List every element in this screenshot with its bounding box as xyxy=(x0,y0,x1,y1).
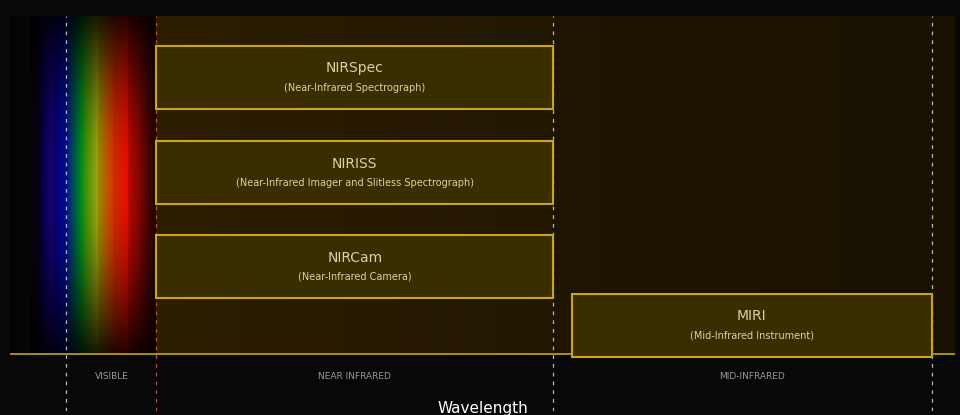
Text: VISIBLE: VISIBLE xyxy=(95,372,129,381)
Bar xyxy=(156,142,553,205)
Bar xyxy=(572,294,931,357)
Text: NIRSpec: NIRSpec xyxy=(325,61,384,76)
Text: Wavelength: Wavelength xyxy=(437,401,528,415)
Text: MID-INFRARED: MID-INFRARED xyxy=(719,372,784,381)
Bar xyxy=(156,235,553,298)
Text: (Near-Infrared Spectrograph): (Near-Infrared Spectrograph) xyxy=(284,83,425,93)
Text: MIRI: MIRI xyxy=(737,310,767,324)
Text: NIRCam: NIRCam xyxy=(327,251,382,264)
Text: (Near-Infrared Camera): (Near-Infrared Camera) xyxy=(298,272,412,282)
Text: (Near-Infrared Imager and Slitless Spectrograph): (Near-Infrared Imager and Slitless Spect… xyxy=(236,178,473,188)
Text: (Mid-Infrared Instrument): (Mid-Infrared Instrument) xyxy=(690,331,814,341)
Text: NIRISS: NIRISS xyxy=(332,157,377,171)
Bar xyxy=(10,16,31,354)
Bar xyxy=(156,46,553,109)
Text: NEAR INFRARED: NEAR INFRARED xyxy=(319,372,391,381)
